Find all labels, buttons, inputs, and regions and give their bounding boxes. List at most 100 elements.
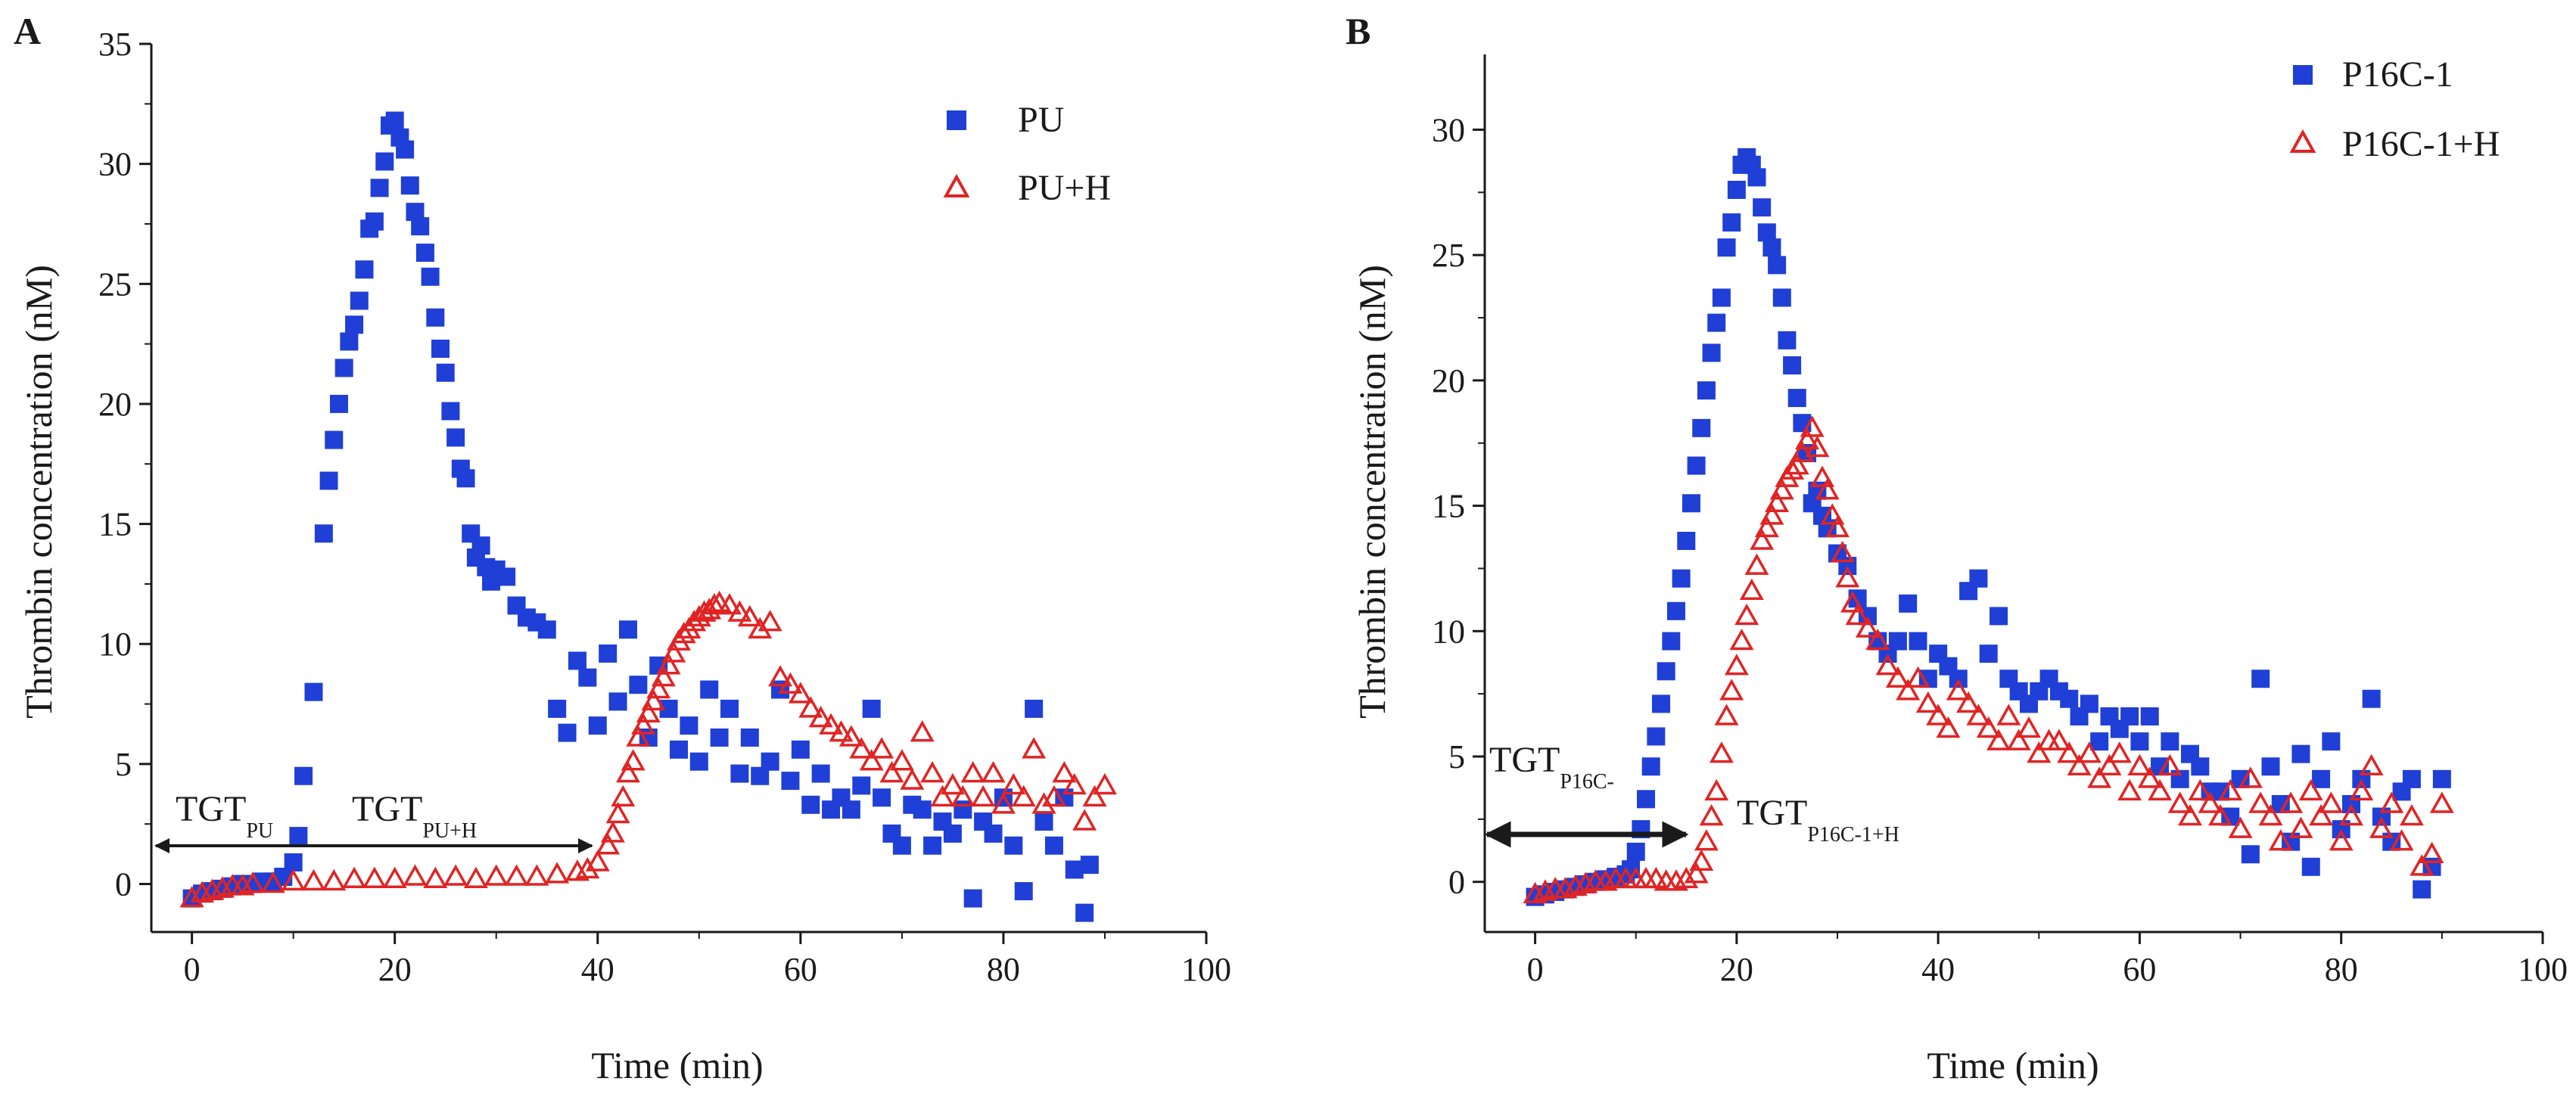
panel-a-square-point [334, 359, 353, 377]
panel-b-triangle-point [1644, 866, 1669, 889]
panel-a-square-point [710, 728, 729, 747]
panel-b-letter: B [1346, 10, 1370, 52]
panel-a-square-point [431, 339, 450, 358]
panel-a-triangle-point [768, 665, 793, 687]
panel-a-square-point [441, 402, 460, 421]
panel-a-triangle-point [671, 621, 696, 644]
panel-b-triangle-point [1769, 478, 1794, 500]
panel-b-square-point [1682, 494, 1700, 513]
panel-a-square-point [689, 752, 708, 771]
legend-square-marker [2293, 65, 2313, 85]
panel-b-triangle-point [2027, 741, 2052, 763]
panel-b-triangle-point [2410, 854, 2434, 876]
panel-a-square-point [618, 620, 637, 639]
panel-b-xlabel: Time (min) [1927, 1044, 2098, 1086]
panel-b-triangle-point [2399, 803, 2424, 826]
panel-a-triangle-point [900, 768, 925, 790]
panel-a-square-point [284, 853, 303, 871]
panel-b-triangle-point [2057, 741, 2082, 763]
panel-b-y-tick-label: 10 [1432, 613, 1465, 650]
panel-b-triangle-point [1915, 691, 1940, 713]
panel-a-y-tick-label: 10 [98, 626, 132, 663]
panel-a-square-point [558, 723, 577, 742]
panel-b-triangle-point [1674, 866, 1699, 889]
panel-a-square-point [984, 824, 1003, 843]
panel-b-ylabel: Thrombin concentration (nM) [1351, 265, 1393, 719]
panel-a-y-tick-label: 30 [98, 146, 132, 183]
panel-b-square-point [1949, 670, 1968, 688]
panel-a-x-tick-label: 100 [1181, 951, 1231, 988]
panel-b-triangle-point [1936, 716, 1961, 738]
panel-a-x-tick-label: 20 [378, 951, 412, 988]
panel-b-square-point [1747, 168, 1766, 187]
panel-b-square-point [2322, 732, 2341, 751]
panel-a-triangle-point [621, 749, 646, 771]
panel-a-square-point [791, 740, 810, 759]
panel-a-square-point [370, 179, 389, 197]
panel-b-square-point [1888, 632, 1907, 651]
panel-a-square-point [954, 800, 972, 819]
panel-a-triangle-point [1062, 772, 1087, 795]
panel-b-triangle-point [2036, 729, 2061, 750]
panel-a-square-point [1034, 812, 1053, 831]
panel-b-triangle-point [2389, 829, 2414, 851]
panel-a-square-point [781, 772, 800, 791]
panel-a-triangle-point [686, 604, 711, 627]
panel-b-square-point [1626, 842, 1645, 861]
panel-a-triangle-point [1001, 772, 1026, 795]
panel-b-square-point [1652, 694, 1670, 713]
panel-b-triangle-point [1885, 666, 1910, 688]
panel-a-square-point [761, 752, 779, 771]
legend-triangle-marker [2289, 129, 2316, 153]
panel-a-triangle-point [631, 713, 656, 735]
panel-b-triangle-point [1810, 465, 1835, 487]
panel-b-triangle-point [2268, 829, 2293, 851]
panel-b-square-point [1707, 313, 1726, 332]
panel-b-triangle-point [2046, 729, 2071, 750]
panel-b-square-point [1647, 727, 1666, 746]
panel-a-square-point [1004, 836, 1023, 855]
panel-a-square-point [411, 217, 430, 236]
panel-a-series-pu-h [179, 590, 1117, 908]
panel-a-square-point [599, 644, 618, 663]
panel-a-triangle-point [585, 850, 610, 871]
panel-b-triangle-point [1800, 415, 1825, 437]
panel-a-triangle-point [463, 866, 488, 888]
panel-a-xlabel: Time (min) [591, 1044, 763, 1086]
panel-b-triangle-point [2107, 741, 2132, 763]
panel-a-triangle-point [241, 871, 266, 893]
panel-a-triangle-point [778, 672, 803, 694]
panel-b-triangle-point [2329, 829, 2354, 851]
panel-b-triangle-point [1709, 741, 1734, 763]
panel-b-square-point [1641, 757, 1660, 776]
panel-b-square-point [1712, 288, 1731, 307]
panel-b-triangle-point [1739, 578, 1764, 601]
panel-b-y-tick-label: 15 [1432, 488, 1465, 525]
panel-a-square-point [578, 668, 597, 687]
panel-a-y-tick-label: 15 [98, 506, 132, 543]
panel-a-square-point [700, 680, 719, 699]
panel-b-triangle-point [2016, 716, 2041, 738]
panel-a-triangle-point [889, 749, 914, 771]
panel-b-triangle-point [1714, 704, 1739, 725]
panel-a-triangle-point [403, 864, 428, 886]
panel-a-legend: PU PU+H [943, 100, 1111, 208]
panel-a-square-point [629, 676, 648, 694]
panel-b-triangle-point [1996, 704, 2021, 725]
panel-b-series-p16c-1 [1526, 148, 2451, 906]
panel-b-triangle-point [1724, 654, 1749, 676]
panel-b-triangle-point [1986, 729, 2011, 750]
panel-b-triangle-point [1795, 427, 1820, 450]
panel-b-triangle-point [1780, 458, 1805, 480]
panel-a-triangle-point [260, 871, 285, 893]
panel-b-square-point [1702, 343, 1721, 362]
panel-a-triangle-point [423, 866, 448, 888]
panel-a-square-point [319, 471, 338, 490]
panel-a-triangle-point [930, 784, 955, 807]
panel-a-triangle-point [920, 761, 945, 783]
panel-a-x-tick-label: 80 [987, 951, 1020, 988]
panel-b-square-point [1899, 594, 1918, 613]
panel-b-x-tick-label: 40 [1921, 951, 1955, 988]
